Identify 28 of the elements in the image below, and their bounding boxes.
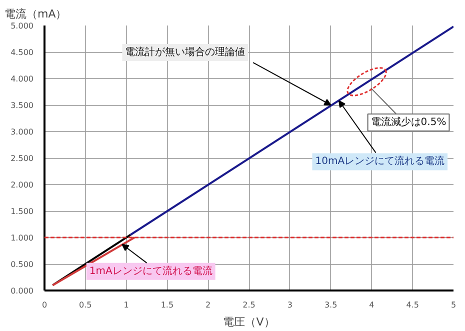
y-tick-label: 0.000 xyxy=(10,286,34,296)
x-tick-label: 2.5 xyxy=(242,300,256,310)
x-tick-label: 1 xyxy=(124,300,129,310)
x-axis-title: 電圧（V） xyxy=(223,316,275,328)
y-tick-label: 1.500 xyxy=(10,207,34,216)
annotation: 電流計が無い場合の理論値 xyxy=(125,46,246,58)
x-tick-label: 0 xyxy=(42,300,48,310)
y-tick-label: 0.500 xyxy=(10,260,34,269)
x-tick-label: 3 xyxy=(287,300,292,310)
annotation: 10mAレンジにて流れる電流 xyxy=(315,155,445,168)
y-tick-label: 3.500 xyxy=(10,101,34,110)
x-tick-label: 4.5 xyxy=(406,300,419,310)
x-tick-label: 2 xyxy=(206,300,211,310)
y-tick-label: 2.000 xyxy=(10,180,34,190)
x-tick-label: 4 xyxy=(369,300,374,310)
x-tick-label: 3.5 xyxy=(324,300,338,310)
y-tick-label: 4.500 xyxy=(10,48,34,57)
annotation: 1mAレンジにて流れる電流 xyxy=(89,264,212,277)
y-tick-label: 5.000 xyxy=(10,22,34,30)
y-tick-label: 1.000 xyxy=(10,234,34,242)
y-tick-label: 4.000 xyxy=(10,74,34,84)
y-tick-label: 3.000 xyxy=(10,128,34,136)
y-tick-label: 2.500 xyxy=(10,154,34,163)
annotation: 電流減少は0.5% xyxy=(370,116,446,128)
x-tick-label: 5 xyxy=(450,300,456,310)
x-tick-label: 0.5 xyxy=(79,300,92,310)
y-axis-title: 電流（mA） xyxy=(4,8,67,20)
x-tick-label: 1.5 xyxy=(160,300,174,310)
